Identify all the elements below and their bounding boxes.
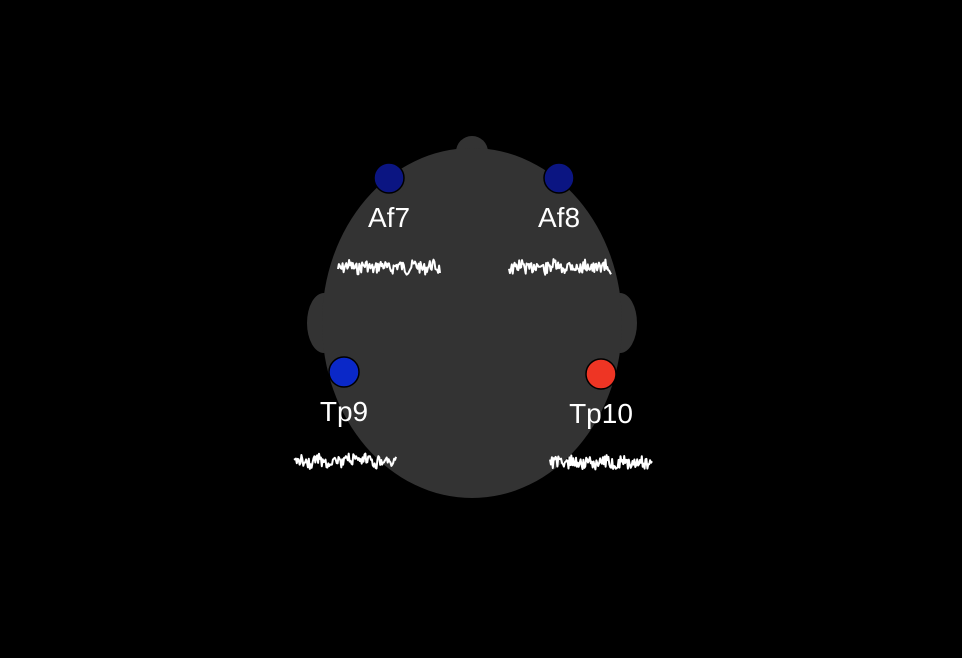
electrode-af7-dot	[373, 162, 405, 194]
electrode-af7-signal-trace	[337, 258, 441, 276]
head-diagram	[307, 136, 637, 498]
electrode-af7: Af7	[337, 162, 441, 276]
electrode-af7-label: Af7	[368, 202, 410, 233]
electrode-tp10-signal-trace	[549, 454, 653, 471]
electrode-af8-dot	[543, 162, 575, 194]
electrode-tp10-dot	[585, 358, 617, 390]
head-outline	[322, 148, 622, 498]
electrode-af8-signal-trace	[508, 258, 612, 276]
electrode-af8-label: Af8	[538, 202, 580, 233]
electrode-af8: Af8	[508, 162, 612, 276]
electrode-tp10: Tp10	[549, 358, 653, 471]
electrode-tp9-label: Tp9	[320, 396, 368, 427]
electrode-tp9: Tp9	[293, 356, 397, 470]
electrode-tp9-signal-trace	[293, 452, 397, 470]
electrode-tp9-dot	[328, 356, 360, 388]
electrode-tp10-label: Tp10	[569, 398, 633, 429]
